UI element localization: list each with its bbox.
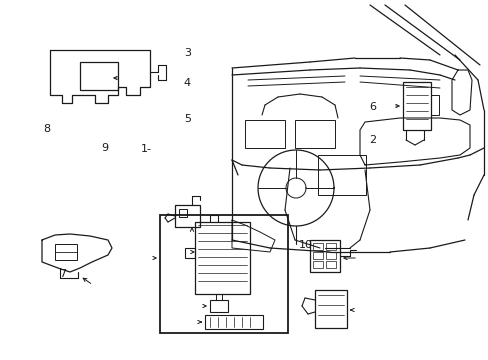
Text: 6: 6 — [368, 102, 375, 112]
Text: 2: 2 — [368, 135, 376, 145]
Bar — [314, 290, 346, 328]
Text: 10: 10 — [298, 240, 312, 250]
Text: 5: 5 — [183, 114, 190, 124]
Text: 7: 7 — [59, 269, 66, 279]
Bar — [195, 222, 249, 294]
Bar — [309, 240, 339, 272]
Bar — [80, 62, 118, 90]
Bar — [184, 248, 195, 258]
Text: 4: 4 — [183, 78, 190, 88]
Bar — [312, 243, 323, 250]
Bar — [402, 82, 430, 130]
Bar — [430, 95, 438, 115]
Bar — [179, 209, 186, 217]
Bar — [244, 120, 285, 148]
Bar — [325, 243, 335, 250]
Bar — [204, 315, 263, 329]
Bar — [325, 252, 335, 259]
Bar — [317, 155, 365, 195]
Bar — [312, 252, 323, 259]
Bar — [312, 261, 323, 268]
Text: 8: 8 — [43, 124, 50, 134]
Text: 1-: 1- — [141, 144, 151, 154]
Bar — [294, 120, 334, 148]
Bar — [325, 261, 335, 268]
Text: 3: 3 — [183, 48, 190, 58]
Bar — [160, 215, 287, 333]
Text: 9: 9 — [102, 143, 108, 153]
Bar — [209, 300, 227, 312]
Bar — [55, 244, 77, 260]
Bar — [175, 205, 200, 227]
